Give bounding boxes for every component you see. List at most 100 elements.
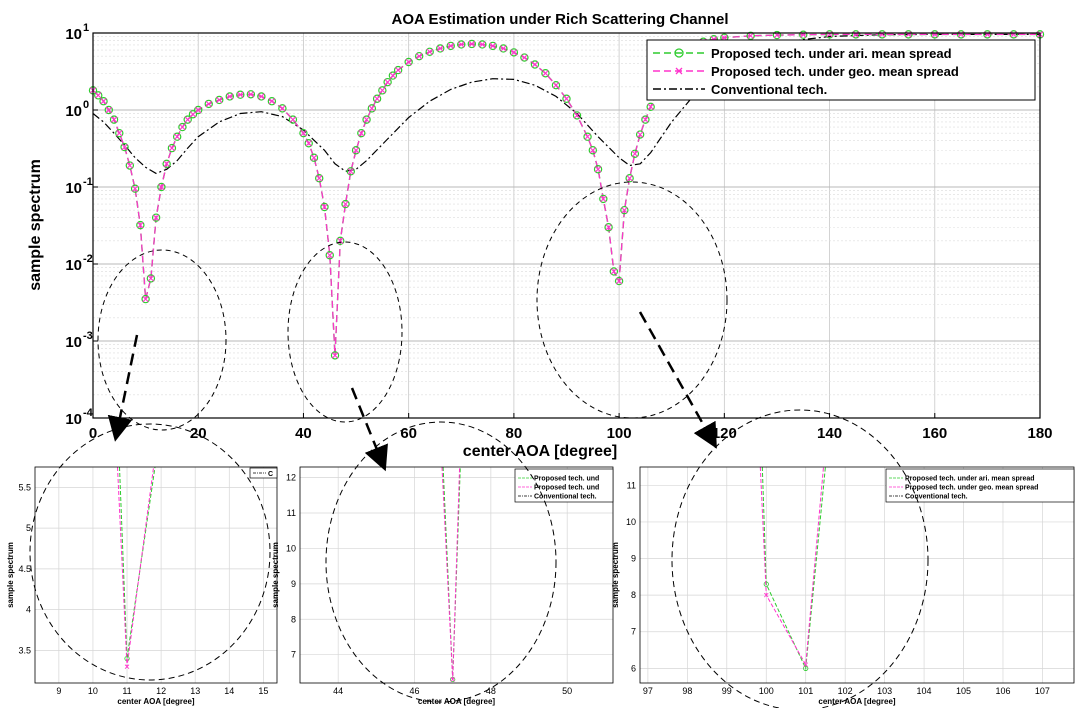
zoom-x-tick-label: 99 [722,686,732,696]
series-ari-marker [362,115,371,124]
zoom-x-tick-label: 12 [156,686,166,696]
zoom-geo-marker [450,677,455,682]
series-ari-marker [609,267,619,276]
series-geo-marker [747,32,754,39]
zoom-plot-frame [34,466,278,684]
series-ari-marker [383,77,392,87]
series-geo-marker [168,144,176,152]
series-geo-marker [247,91,255,98]
series-ari-marker [115,128,124,138]
series-geo-marker [500,45,507,52]
x-tick-label: 120 [712,425,737,442]
chart-title: AOA Estimation under Rich Scattering Cha… [392,11,729,28]
legend-label: Proposed tech. under geo. mean spread [711,64,959,79]
series-geo-marker [300,129,307,137]
series-ari-marker [746,31,755,40]
zoom-y-tick-label: 10 [626,517,636,527]
series-geo-marker [163,160,170,168]
zoom1-legend-label: C [268,471,273,478]
series-geo-marker [326,252,333,259]
series-ari-marker [1009,30,1018,39]
zoom2-legend-label: Proposed tech. und [534,476,599,483]
y-tick-label: 10 [65,257,82,274]
zoom-x-axis-label: center AOA [degree] [117,697,195,706]
series-ari-marker [257,92,266,101]
zoom3-legend-box [885,468,1075,503]
series-ari-marker [246,90,256,99]
zoom-x-tick-label: 44 [333,686,343,696]
series-geo-marker [521,54,528,61]
series-geo-marker [589,147,596,154]
zoom-region-ellipse [97,249,227,431]
series-ari-marker [130,184,140,193]
series-ari-marker [457,40,466,49]
zoom-series-line [759,466,824,667]
series-geo-marker [126,162,134,169]
zoom-y-tick-label: 4 [26,605,31,615]
x-tick-label: 60 [400,425,417,442]
x-tick-label: 180 [1027,425,1052,442]
series-geo-marker [116,129,123,137]
series-geo-marker [631,150,639,157]
zoom-x-tick-label: 13 [190,686,200,696]
zoom-y-tick-label: 6 [631,663,636,673]
zoom-y-tick-label: 8 [631,590,636,600]
series-geo-marker [468,40,475,48]
series-geo-marker [258,93,265,100]
series-geo-marker [489,42,497,50]
zoom-y-tick-label: 11 [287,508,296,518]
series-ari-marker [904,30,913,39]
zoom-y-tick-label: 9 [631,554,636,564]
series-geo-marker [142,295,149,303]
y-tick-label: 10 [65,411,82,428]
series-geo-marker [321,203,328,211]
zoom-ari-marker [803,665,809,671]
series-geo-marker [147,275,155,282]
zoom2-legend-label: Proposed tech. und [534,485,599,492]
series-ari-marker [325,251,334,260]
legend-label: Proposed tech. under ari. mean spread [711,46,952,61]
series-ari-marker [478,40,487,49]
series-ari-marker [225,92,234,101]
series-geo-marker [510,49,518,56]
series-geo-marker [279,105,286,112]
series-geo-marker [573,112,581,119]
series-geo-marker [331,352,339,359]
y-tick-exponent: -3 [83,330,93,342]
series-ari-marker [646,102,655,112]
series-geo-marker [542,70,549,77]
zoom-x-tick-label: 101 [798,686,813,696]
x-tick-label: 80 [506,425,523,442]
y-axis-label: sample spectrum [27,159,44,291]
series-geo-marker [621,206,628,214]
series-ari-marker [99,97,108,106]
zoom-y-axis-label: sample spectrum [6,542,15,608]
series-geo-marker [173,133,181,140]
zoom-y-tick-label: 3.5 [18,645,31,655]
series-ari-marker [215,95,224,105]
zoom-circle [325,421,557,703]
series-ari-marker [136,220,145,230]
y-tick-exponent: 0 [83,99,89,111]
series-geo-marker [342,200,349,208]
series-ari-marker [109,115,119,124]
zoom-y-axis-label: sample spectrum [611,542,620,608]
series-geo-marker [394,66,402,74]
series-ari-marker [204,99,213,109]
series-geo-marker [384,78,391,86]
series-ari-marker [351,146,361,155]
series-ari-marker [372,94,382,103]
zoom-y-tick-label: 4.5 [18,564,31,574]
series-ari-marker [304,139,313,148]
series-geo-marker [100,98,107,105]
zoom-x-tick-label: 48 [486,686,496,696]
series-ari-marker [315,174,324,183]
x-tick-label: 100 [607,425,632,442]
zoom-y-tick-label: 9 [291,579,296,589]
series-ari-marker [499,44,508,53]
series-ari-marker [141,294,150,304]
series-ari-marker [425,47,434,56]
series-ari-marker [94,91,103,100]
series-geo-marker [195,106,202,114]
series-ari-marker [151,213,161,222]
